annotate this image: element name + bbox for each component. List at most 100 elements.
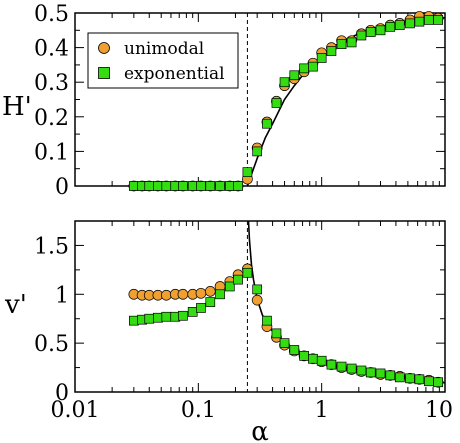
data-point-exponential — [144, 313, 155, 324]
data-point-exponential — [375, 368, 386, 379]
data-points-top — [128, 11, 444, 192]
plot-frame-bottom — [74, 220, 446, 393]
data-point-exponential — [299, 63, 309, 74]
data-point-exponential — [271, 328, 282, 339]
y-axis-label-bottom: v' — [4, 290, 27, 320]
data-point-unimodal — [160, 289, 172, 301]
y-tick-label: 0.5 — [34, 332, 69, 357]
axis-ticks-bottom — [74, 220, 445, 393]
data-point-exponential — [316, 53, 327, 63]
y-tick-label: 1.5 — [34, 234, 69, 259]
data-points-bottom — [128, 263, 444, 388]
data-point-exponential — [144, 181, 155, 191]
theory-curve-bottom — [247, 220, 446, 384]
data-point-exponential — [414, 16, 425, 27]
data-point-exponential — [196, 303, 206, 313]
legend-marker-exponential — [98, 67, 110, 79]
data-point-exponential — [128, 181, 139, 191]
data-point-exponential — [279, 338, 290, 348]
data-point-exponential — [424, 15, 434, 25]
data-point-exponential — [316, 355, 327, 366]
data-point-exponential — [394, 20, 405, 30]
data-point-exponential — [262, 118, 272, 129]
data-point-exponential — [394, 372, 405, 383]
x-axis-label: α — [251, 417, 269, 443]
legend: unimodal exponential — [87, 32, 239, 89]
x-tick-label: 10 — [425, 398, 453, 423]
data-point-exponential — [196, 181, 206, 191]
y-tick-label: 0.3 — [34, 71, 69, 96]
x-tick-labels: 0.01 0.1 1 10 — [51, 398, 453, 423]
data-point-exponential — [326, 46, 337, 56]
data-point-exponential — [252, 284, 263, 295]
data-point-unimodal — [177, 288, 189, 300]
data-point-exponential — [405, 18, 415, 29]
y-tick-label: 1 — [55, 283, 69, 308]
data-point-exponential — [224, 181, 235, 191]
data-point-exponential — [233, 181, 243, 191]
data-point-exponential — [375, 25, 386, 36]
data-point-exponential — [242, 167, 253, 178]
data-point-exponential — [308, 61, 318, 72]
data-point-unimodal — [204, 286, 216, 297]
data-point-exponential — [128, 315, 139, 326]
data-point-exponential — [365, 367, 376, 378]
data-point-exponential — [346, 363, 357, 374]
data-point-exponential — [187, 181, 198, 191]
panel-bottom-v-prime: 0 0.5 1 1.5 0.01 0.1 1 10 v' α — [4, 220, 453, 443]
y-tick-label: 0 — [55, 175, 69, 200]
data-point-exponential — [326, 359, 337, 370]
data-point-exponential — [385, 21, 396, 32]
panel-top-h-prime: 0 0.1 0.2 0.3 0.4 0.5 H' unimodal exponential — [2, 2, 446, 200]
data-point-exponential — [308, 353, 318, 364]
y-tick-label: 0.1 — [34, 140, 69, 165]
data-point-exponential — [356, 365, 367, 376]
data-point-exponential — [205, 181, 216, 191]
data-point-exponential — [233, 274, 243, 285]
data-point-exponential — [279, 77, 290, 88]
data-point-exponential — [356, 30, 367, 41]
data-point-exponential — [336, 39, 347, 49]
x-tick-label: 0.01 — [51, 398, 100, 423]
data-point-exponential — [271, 98, 282, 108]
legend-label-exponential: exponential — [124, 64, 225, 84]
data-point-exponential — [215, 181, 225, 191]
data-point-exponential — [178, 181, 188, 191]
x-tick-label: 1 — [315, 398, 329, 423]
data-point-exponential — [289, 345, 300, 355]
data-point-exponential — [414, 374, 425, 385]
data-point-exponential — [365, 27, 376, 37]
data-point-exponential — [405, 373, 415, 384]
y-tick-label: 0.5 — [34, 2, 69, 27]
data-point-exponential — [153, 181, 163, 191]
data-point-exponential — [262, 315, 272, 326]
data-point-exponential — [178, 310, 188, 321]
legend-box — [87, 32, 239, 89]
data-point-exponential — [252, 146, 263, 157]
y-tick-label: 0.2 — [34, 106, 69, 131]
data-point-exponential — [433, 377, 444, 388]
x-tick-label: 0.1 — [181, 398, 216, 423]
data-point-exponential — [161, 181, 172, 191]
legend-marker-unimodal — [98, 42, 110, 54]
data-point-exponential — [187, 307, 198, 317]
legend-label-unimodal: unimodal — [124, 39, 204, 59]
data-point-exponential — [433, 15, 444, 25]
data-point-exponential — [205, 297, 216, 307]
y-axis-label-top: H' — [2, 92, 32, 122]
data-point-unimodal — [195, 287, 207, 299]
data-point-exponential — [215, 289, 225, 300]
data-point-exponential — [336, 361, 347, 372]
data-point-exponential — [289, 70, 300, 81]
y-tick-label: 0 — [55, 381, 69, 406]
data-point-exponential — [224, 281, 235, 292]
y-tick-label: 0.4 — [34, 37, 69, 62]
data-point-unimodal — [251, 294, 263, 306]
data-point-exponential — [385, 370, 396, 381]
data-point-exponential — [153, 312, 163, 323]
data-point-exponential — [346, 37, 357, 48]
data-point-exponential — [242, 267, 253, 278]
y-tick-labels-bottom: 0 0.5 1 1.5 — [34, 234, 69, 406]
data-point-exponential — [161, 311, 172, 322]
theory-curve — [247, 220, 446, 384]
